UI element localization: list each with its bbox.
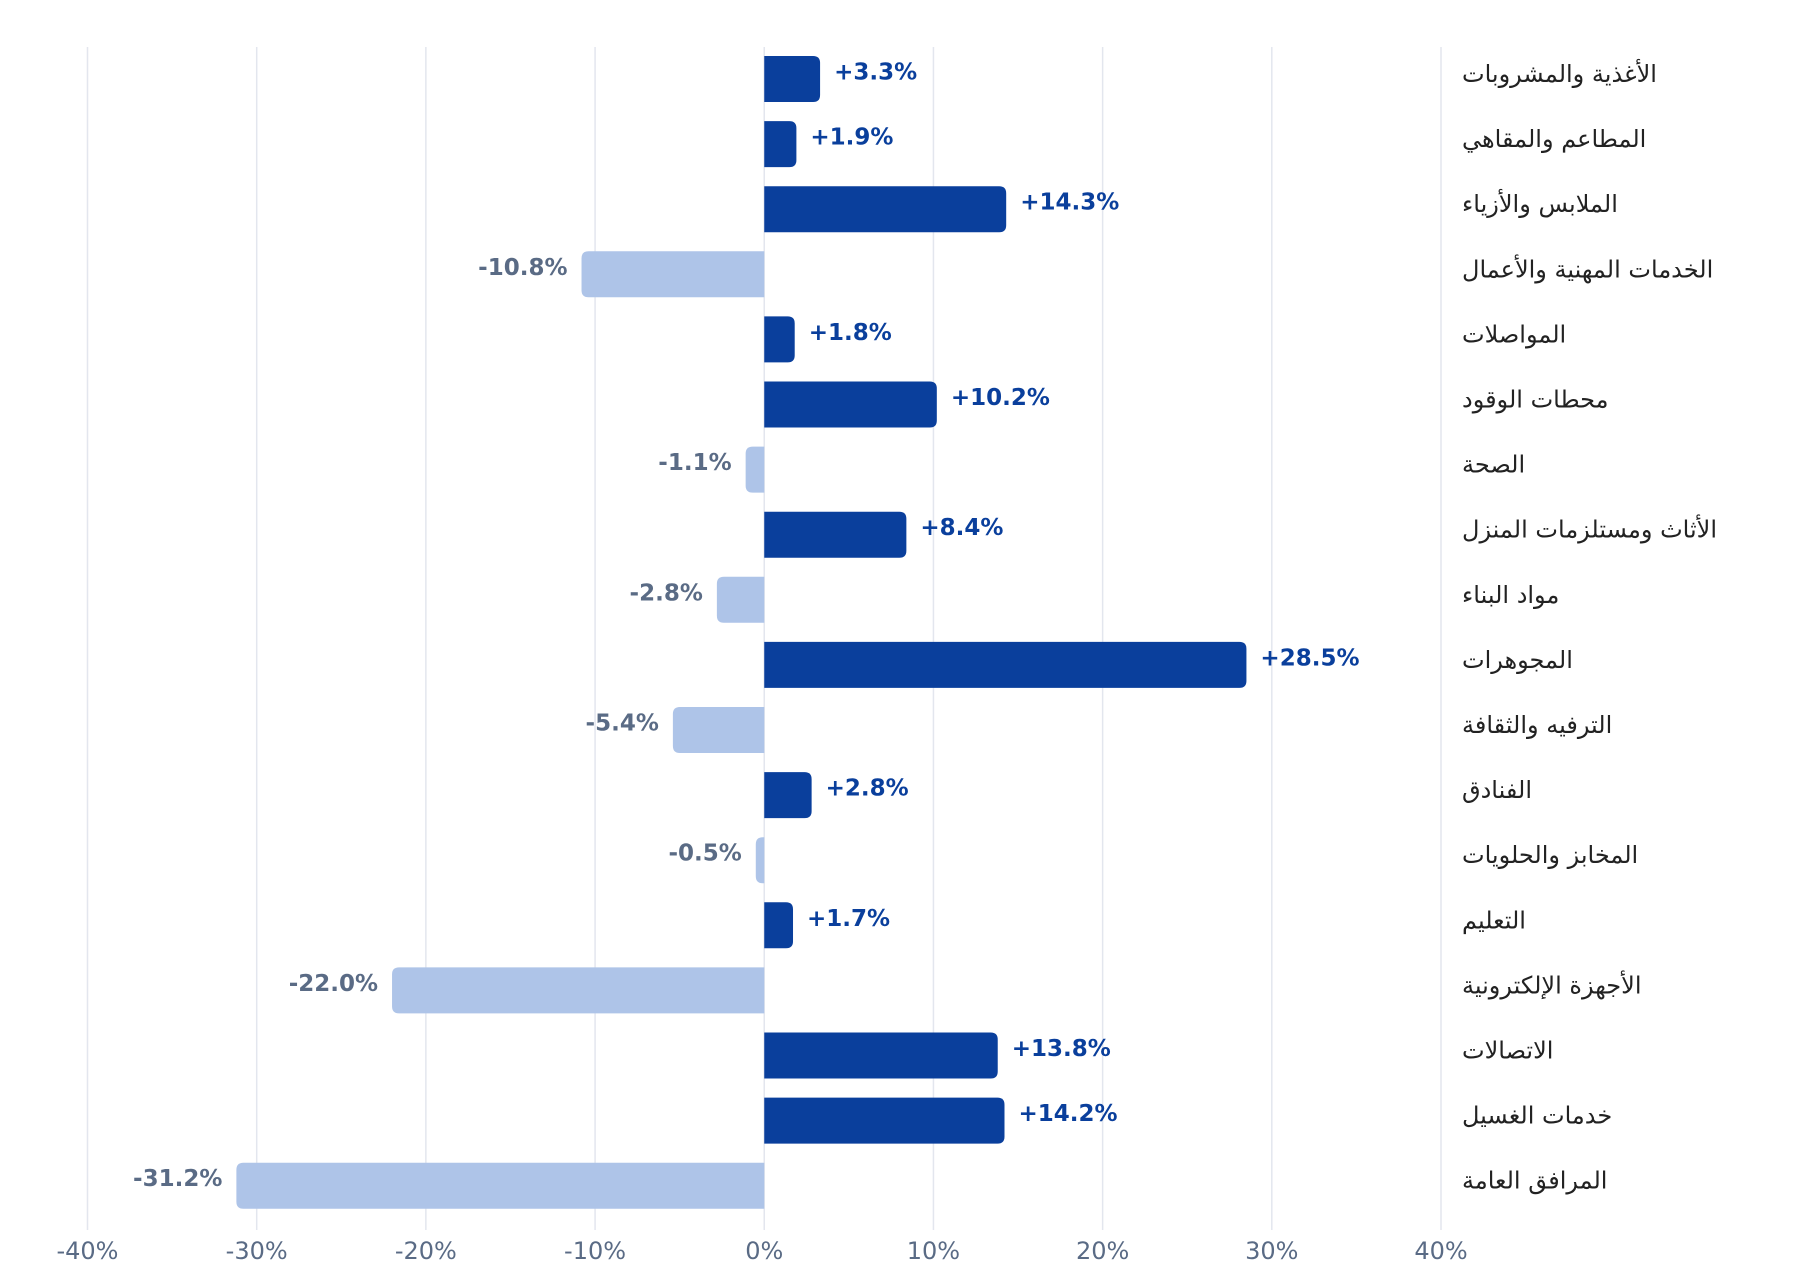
x-tick-label: -30% [226,1237,288,1265]
category-label: الخدمات المهنية والأعمال [1462,254,1713,283]
value-label: -2.8% [630,580,703,606]
bar [716,576,765,623]
category-label: الفنادق [1462,776,1532,804]
x-tick-label: 40% [1414,1237,1467,1265]
bar [392,967,765,1014]
x-tick-label: -20% [395,1237,457,1265]
x-tick-label: -40% [56,1237,118,1265]
bar [764,381,937,428]
bar [581,251,765,298]
bar [764,641,1247,688]
value-label: +14.2% [1018,1101,1117,1127]
category-label: الأغذية والمشروبات [1462,59,1657,88]
x-tick-label: 30% [1245,1237,1298,1265]
category-label: المرافق العامة [1462,1167,1607,1195]
x-tick-label: -10% [564,1237,626,1265]
bar [764,902,794,949]
bar [764,772,812,819]
category-label: الترفيه والثقافة [1462,711,1612,739]
category-label: المطاعم والمقاهي [1462,125,1646,153]
x-tick-label: 0% [745,1237,783,1265]
value-label: -0.5% [668,841,741,867]
category-label: المجوهرات [1462,646,1573,674]
value-label: +28.5% [1260,645,1359,671]
bar [764,1097,1005,1144]
bar [764,56,821,102]
value-label: +2.8% [826,776,909,802]
value-label: -10.8% [478,255,567,281]
x-tick-label: 10% [907,1237,960,1265]
bar [745,446,765,493]
value-label: +14.3% [1020,190,1119,216]
category-label: الأجهزة الإلكترونية [1462,970,1641,999]
category-label: خدمات الغسيل [1462,1102,1612,1130]
value-label: -1.1% [658,450,731,476]
bar [764,1032,998,1079]
value-label: +13.8% [1012,1036,1111,1062]
category-label: محطات الوقود [1462,386,1609,414]
value-label: +3.3% [834,60,917,86]
category-label: الأثاث ومستلزمات المنزل [1462,515,1717,544]
bar [764,511,907,558]
bar [764,316,795,363]
value-label: +8.4% [920,515,1003,541]
category-label: التعليم [1462,906,1526,934]
bar [236,1162,765,1209]
category-label: المخابز والحلويات [1462,841,1638,869]
bar [672,707,765,753]
category-label: الاتصالات [1462,1037,1553,1065]
category-label: الملابس والأزياء [1462,189,1618,218]
category-label: مواد البناء [1462,581,1559,609]
value-label: +1.7% [807,906,890,932]
category-label: المواصلات [1462,320,1566,348]
bar [764,186,1007,233]
x-tick-label: 20% [1076,1237,1129,1265]
bar [755,837,765,884]
value-label: -5.4% [586,711,659,737]
value-label: +1.9% [810,125,893,151]
value-label: +10.2% [951,385,1050,411]
value-label: -22.0% [289,971,378,997]
bar [764,121,797,168]
value-label: -31.2% [133,1166,222,1192]
value-label: +1.8% [809,320,892,346]
category-label: الصحة [1462,451,1525,479]
